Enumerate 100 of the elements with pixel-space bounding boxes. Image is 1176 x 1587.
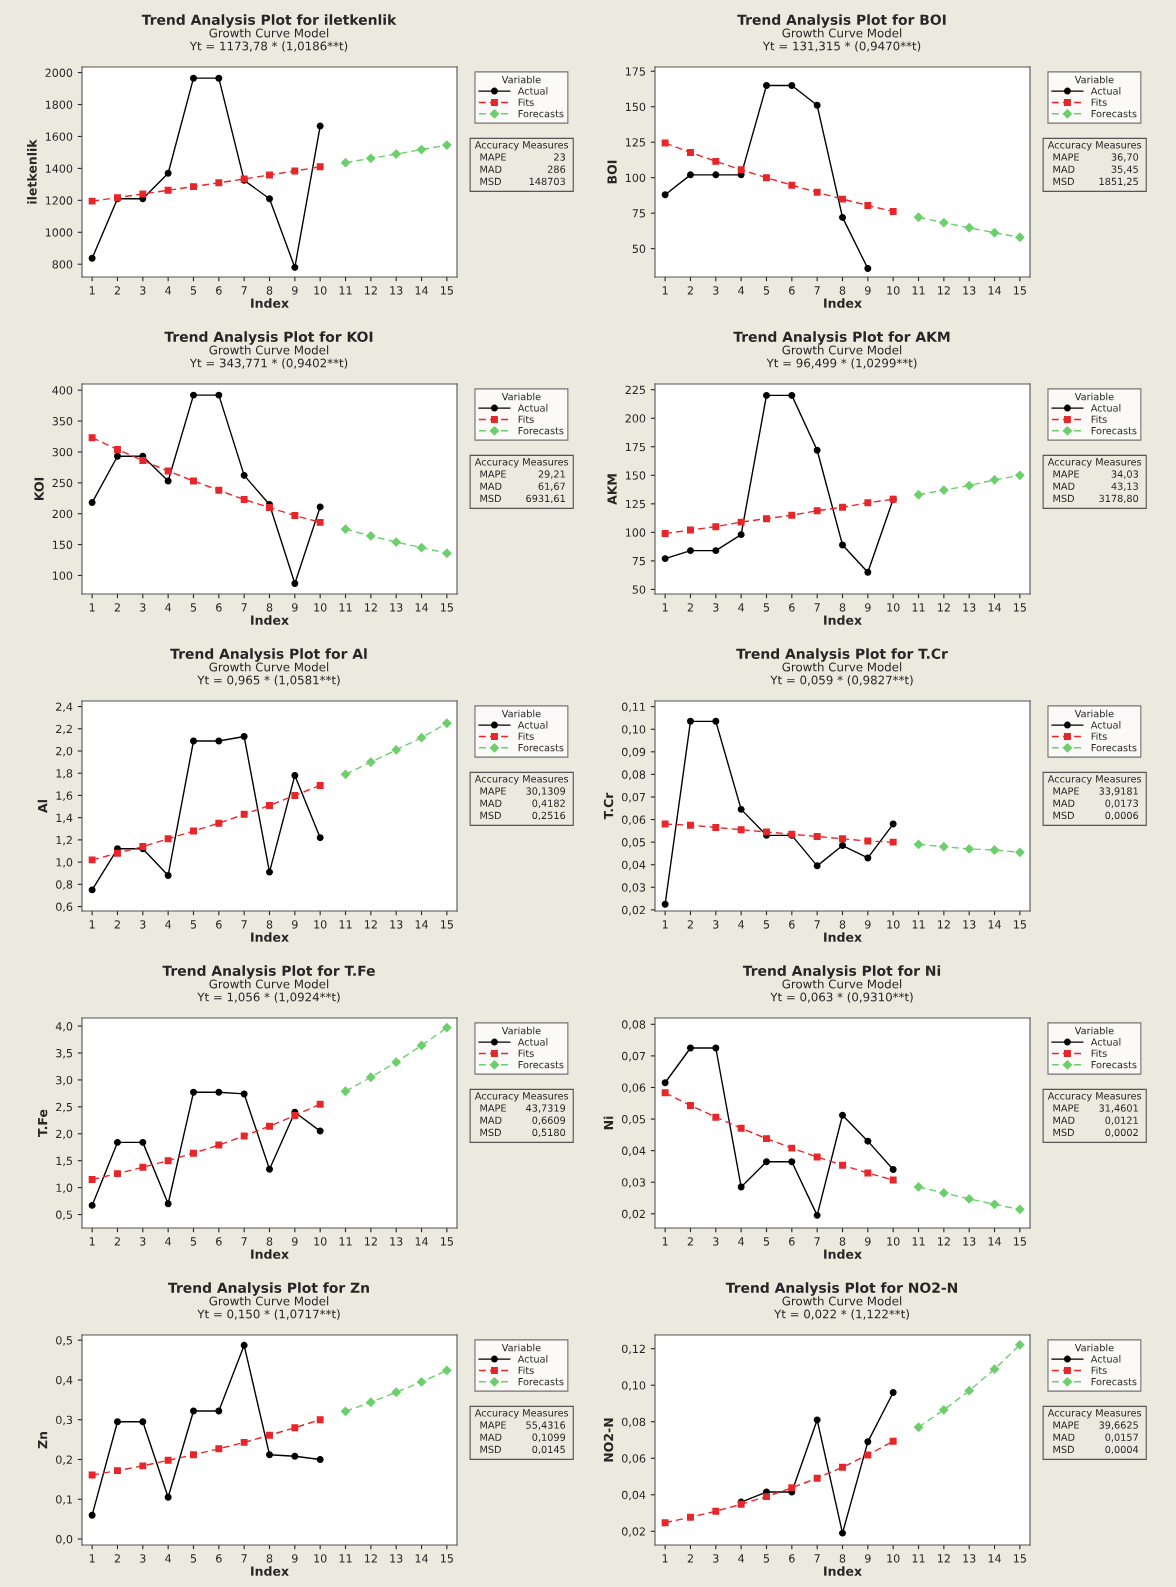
legend-label: Forecasts: [1091, 1061, 1137, 1069]
y-tick-label: 75: [632, 209, 645, 218]
text: Accuracy Measures: [474, 775, 569, 785]
legend-label: Forecasts: [1091, 427, 1137, 435]
x-tick-label: 13: [963, 286, 976, 295]
x-tick-label: 6: [789, 603, 795, 612]
y-tick-label: 1400: [45, 164, 73, 173]
chart-subtitle: Growth Curve Model: [209, 345, 329, 355]
text: MAD 0,0121: [1053, 1116, 1138, 1125]
y-tick-label: 2,0: [56, 746, 73, 757]
chart-subtitle: Growth Curve Model: [782, 345, 902, 355]
text: MAPE 30,1309: [480, 787, 566, 796]
y-axis-title: iletkenlik: [27, 139, 37, 204]
x-tick-label: 3: [140, 286, 146, 295]
y-tick-label: 0,5: [56, 1336, 72, 1346]
text: Yt = 1,056 * (1,0924**t): [197, 992, 340, 1003]
legend-label: Fits: [518, 1049, 534, 1057]
x-tick-label: 3: [140, 1237, 146, 1246]
x-tick-label: 15: [1014, 920, 1026, 929]
y-tick-label: 3,0: [56, 1075, 73, 1086]
y-tick-label: 0,8: [56, 880, 73, 890]
text: MAPE 33,9181: [1053, 787, 1138, 796]
y-tick-label: 50: [632, 585, 646, 594]
y-axis-title: T.Cr: [603, 792, 614, 820]
x-tick-label: 5: [190, 1554, 197, 1563]
y-tick-label: 225: [625, 385, 645, 395]
y-axis-title: BOI: [607, 160, 617, 184]
chart-title: Trend Analysis Plot for Zn: [168, 1282, 369, 1296]
chart-title: Trend Analysis Plot for T.Fe: [162, 965, 375, 979]
chart-title: Trend Analysis Plot for Al: [170, 648, 367, 662]
y-tick-label: 1,4: [56, 813, 73, 824]
x-tick-label: 13: [390, 920, 403, 929]
x-tick-label: 5: [763, 603, 770, 612]
y-tick-label: 0,08: [621, 1020, 646, 1030]
x-tick-label: 9: [292, 920, 298, 929]
x-tick-label: 9: [292, 286, 298, 295]
chart-title: Trend Analysis Plot for KOI: [164, 331, 373, 345]
y-axis-title: KOI: [34, 477, 44, 501]
y-tick-label: 100: [52, 571, 73, 580]
y-tick-label: 0,05: [621, 1115, 645, 1125]
x-tick-label: 1: [89, 1237, 95, 1246]
x-axis-title: Index: [824, 1566, 862, 1576]
y-tick-label: 0,10: [621, 725, 646, 735]
chart-subtitle: Growth Curve Model: [782, 662, 902, 672]
legend-label: Actual: [1090, 721, 1121, 729]
x-tick-label: 15: [441, 286, 453, 295]
y-axis-title: Zn: [38, 1432, 48, 1449]
x-tick-label: 10: [314, 603, 327, 612]
x-axis-title: Index: [251, 932, 289, 942]
legend-label: Actual: [517, 404, 548, 412]
x-tick-label: 9: [865, 603, 871, 612]
x-tick-label: 10: [314, 1554, 327, 1563]
chart-subtitle: Growth Curve Model: [209, 28, 329, 38]
x-axis-title: Index: [251, 1566, 289, 1576]
x-tick-label: 11: [339, 1554, 352, 1563]
x-tick-label: 14: [988, 286, 1001, 295]
text: MAD 0,6609: [480, 1116, 566, 1125]
x-tick-label: 4: [738, 286, 745, 295]
x-tick-label: 6: [216, 286, 222, 295]
y-tick-label: 1,0: [56, 858, 73, 868]
x-tick-label: 15: [1014, 1554, 1026, 1563]
x-tick-label: 12: [365, 286, 377, 295]
x-tick-label: 9: [292, 1554, 298, 1563]
legend-title: Variable: [501, 709, 541, 718]
y-tick-label: 2,4: [56, 702, 73, 713]
chart-title: Trend Analysis Plot for BOI: [737, 14, 946, 28]
y-tick-label: 175: [625, 67, 645, 76]
x-tick-label: 7: [814, 1554, 820, 1563]
x-tick-label: 7: [241, 603, 247, 612]
x-tick-label: 8: [266, 286, 273, 295]
text: Accuracy Measures: [1047, 1409, 1142, 1419]
y-tick-label: 1200: [45, 196, 73, 205]
x-tick-label: 10: [314, 920, 327, 929]
x-tick-label: 10: [314, 1237, 327, 1246]
x-tick-label: 11: [339, 920, 352, 929]
x-tick-label: 5: [763, 286, 770, 295]
chart-subtitle: Growth Curve Model: [209, 662, 329, 672]
chart-title: Trend Analysis Plot for NO2-N: [725, 1282, 957, 1296]
x-tick-label: 12: [938, 603, 950, 612]
text: MAD 0,0157: [1053, 1433, 1138, 1442]
y-tick-label: 0,10: [621, 1381, 646, 1391]
y-tick-label: 2,5: [56, 1102, 72, 1113]
y-axis-title: Al: [37, 800, 48, 813]
x-tick-label: 1: [662, 920, 668, 929]
y-tick-label: 0,08: [621, 770, 646, 780]
y-tick-label: 1800: [45, 100, 73, 109]
text: MAD 0,4182: [480, 799, 565, 808]
text: Accuracy Measures: [474, 1409, 569, 1419]
y-tick-label: 2000: [45, 68, 73, 77]
x-tick-label: 5: [763, 1237, 770, 1246]
x-tick-label: 12: [365, 920, 377, 929]
x-tick-label: 14: [415, 286, 428, 295]
x-tick-label: 8: [839, 1554, 846, 1563]
x-tick-label: 14: [988, 603, 1001, 612]
x-tick-label: 4: [165, 603, 172, 612]
x-tick-label: 1: [89, 1554, 95, 1563]
legend-title: Variable: [501, 1026, 541, 1035]
x-tick-label: 2: [687, 286, 693, 295]
legend-label: Fits: [1091, 1366, 1107, 1374]
text: Yt = 96,499 * (1,0299**t): [766, 358, 917, 369]
